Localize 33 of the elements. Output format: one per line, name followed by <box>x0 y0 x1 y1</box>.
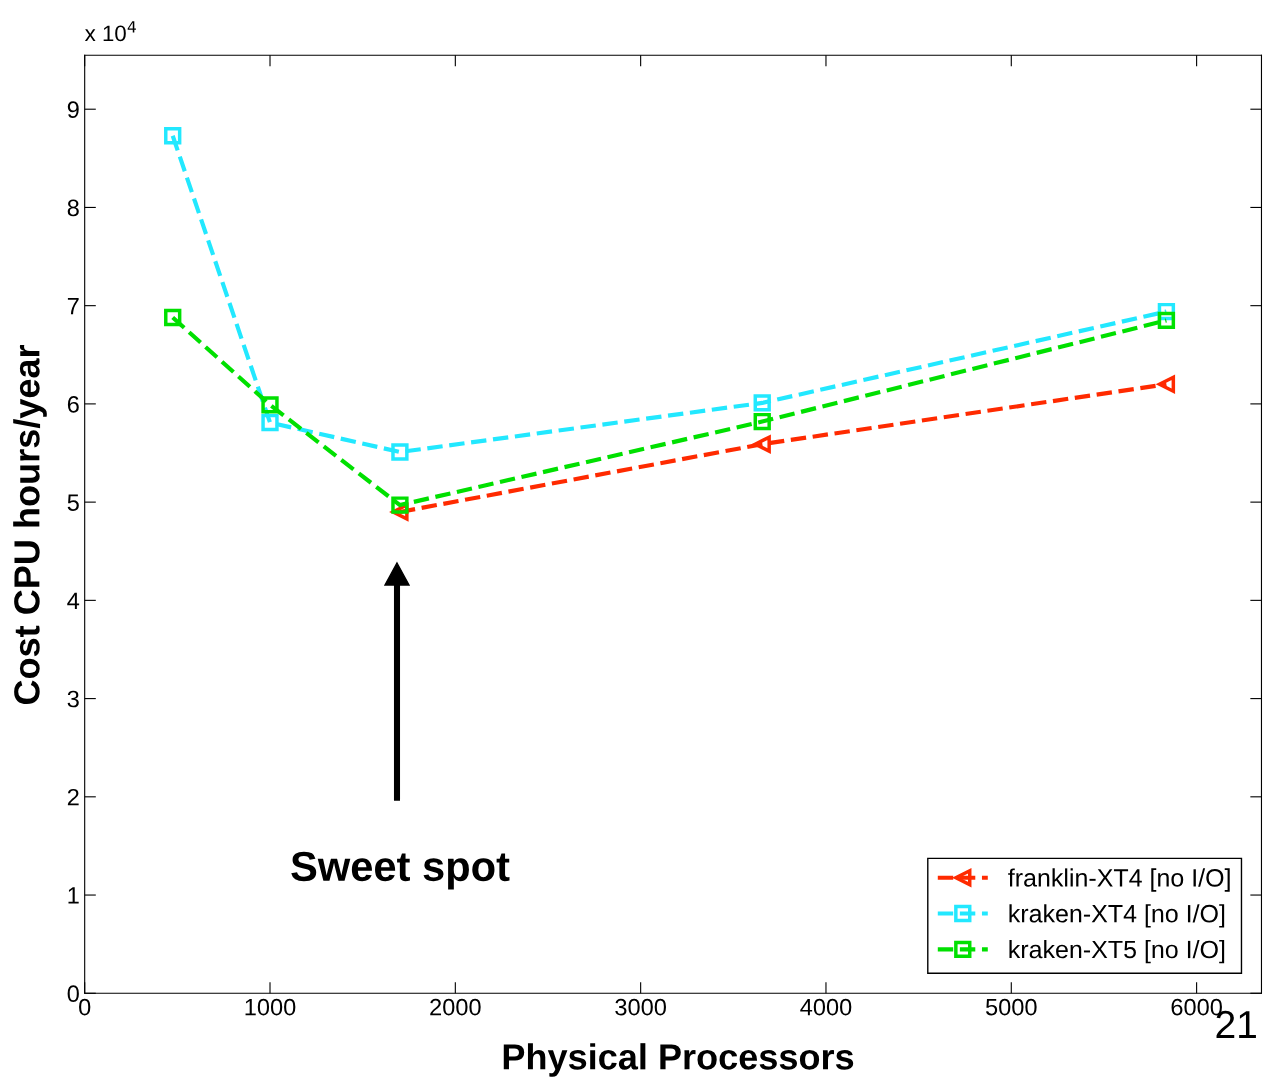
y-tick-label: 5 <box>67 494 79 511</box>
text: x 10$^{4}$ <box>84 21 136 42</box>
legend-label: kraken-XT4 [no I/O] <box>1009 904 1225 928</box>
x-tick-label: 3000 <box>615 998 666 1016</box>
y-tick-label: 4 <box>67 592 80 609</box>
y-tick-label: 3 <box>67 690 79 708</box>
point <box>164 308 182 327</box>
point <box>261 413 279 432</box>
point <box>753 435 771 453</box>
y-tick-label: 6 <box>67 395 79 413</box>
point <box>391 443 409 461</box>
point <box>753 394 771 412</box>
x-tick-label: 4000 <box>800 998 852 1016</box>
point <box>164 127 182 145</box>
legend-label: kraken-XT5 [no I/O] <box>1009 939 1225 964</box>
x-tick-label: 2000 <box>430 998 481 1016</box>
annotation: Sweet spot <box>291 851 510 890</box>
y-tick-label: 2 <box>67 788 79 806</box>
point <box>391 496 409 514</box>
y-tick-label: 1 <box>68 887 79 904</box>
y-tick-label: 0 <box>67 985 79 1003</box>
point <box>753 412 771 431</box>
y-tick-label: 8 <box>67 199 79 217</box>
point <box>261 396 279 414</box>
x-axis-title: Physical Processors <box>503 1043 854 1077</box>
y-axis-title: Cost CPU hours/year <box>13 344 47 705</box>
x-tick-label: 5000 <box>985 998 1037 1016</box>
x-tick-label: 0 <box>79 998 91 1016</box>
point <box>1157 311 1176 330</box>
x-tick-label: 1000 <box>245 998 296 1016</box>
legend-label: franklin-XT4 [no I/O] <box>1008 868 1230 892</box>
y-tick-label: 9 <box>67 101 79 118</box>
y-tick-label: 7 <box>67 297 79 315</box>
